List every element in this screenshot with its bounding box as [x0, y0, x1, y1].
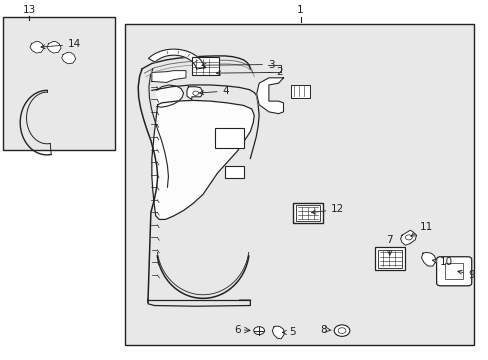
Text: 10: 10 — [431, 257, 452, 267]
Polygon shape — [47, 41, 61, 53]
Bar — [293, 203, 322, 223]
Polygon shape — [157, 85, 183, 107]
Polygon shape — [152, 100, 254, 220]
Bar — [290, 85, 310, 98]
Bar — [296, 205, 319, 221]
Bar — [377, 249, 402, 268]
FancyBboxPatch shape — [436, 257, 471, 286]
Text: 3: 3 — [202, 59, 274, 69]
Text: 2: 2 — [216, 67, 282, 77]
Bar — [445, 263, 462, 279]
Bar — [125, 24, 473, 345]
Polygon shape — [30, 41, 44, 53]
Bar — [192, 57, 219, 75]
Bar — [224, 166, 244, 178]
Text: 12: 12 — [311, 204, 344, 215]
Bar — [374, 247, 405, 270]
Polygon shape — [186, 87, 203, 100]
Circle shape — [253, 327, 264, 334]
Polygon shape — [256, 78, 283, 114]
Text: 5: 5 — [282, 327, 295, 337]
Polygon shape — [148, 49, 204, 69]
Bar — [3, 17, 115, 149]
Text: 4: 4 — [199, 86, 229, 96]
Polygon shape — [152, 71, 185, 82]
Text: 1: 1 — [297, 5, 303, 15]
Bar — [215, 128, 244, 148]
Text: 13: 13 — [22, 5, 36, 15]
Circle shape — [333, 325, 349, 336]
Text: 14: 14 — [41, 40, 81, 49]
Polygon shape — [421, 252, 435, 266]
Circle shape — [405, 235, 411, 240]
Circle shape — [337, 328, 345, 333]
Polygon shape — [272, 326, 284, 339]
Polygon shape — [61, 52, 76, 64]
Polygon shape — [400, 230, 416, 245]
Text: 6: 6 — [233, 325, 240, 334]
Text: 8: 8 — [319, 325, 326, 334]
Circle shape — [192, 91, 198, 95]
Text: 11: 11 — [410, 222, 432, 236]
Text: 9: 9 — [457, 270, 474, 280]
Text: 7: 7 — [386, 235, 392, 255]
